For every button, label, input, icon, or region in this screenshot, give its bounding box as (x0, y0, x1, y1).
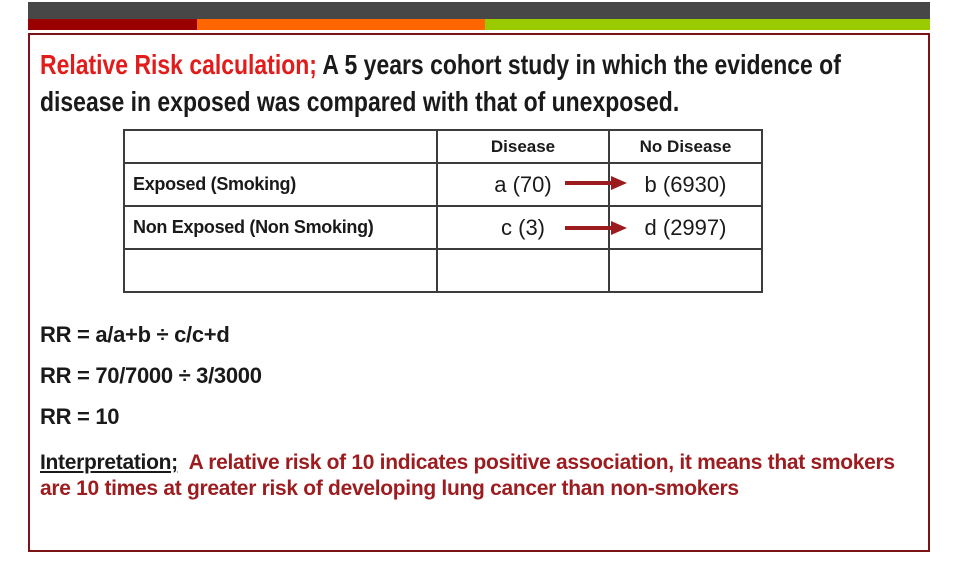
page-title: Relative Risk calculation; A 5 years coh… (40, 46, 928, 120)
row-label-empty (123, 248, 438, 293)
row-label-non-exposed: Non Exposed (Non Smoking) (123, 205, 438, 250)
cell-empty-disease (436, 248, 610, 293)
row-label-exposed: Exposed (Smoking) (123, 162, 438, 207)
cell-empty-no-disease (608, 248, 763, 293)
table-header-no-disease: No Disease (608, 129, 763, 164)
table-header-row: Disease No Disease (123, 129, 763, 164)
stripe-segment-orange (197, 19, 485, 30)
table-row-exposed: Exposed (Smoking) a (70) b (6930) (123, 162, 763, 207)
formula-line-symbolic: RR = a/a+b ÷ c/c+d (40, 322, 230, 347)
table-header-empty (123, 129, 438, 164)
formula-block: RR = a/a+b ÷ c/c+d RR = 70/7000 ÷ 3/3000… (40, 323, 262, 446)
accent-stripe (28, 19, 930, 30)
stripe-segment-dark-red (28, 19, 197, 30)
table-grid: Disease No Disease Exposed (Smoking) a (… (123, 129, 763, 293)
formula-line-numeric: RR = 70/7000 ÷ 3/3000 (40, 363, 262, 388)
stripe-segment-green (485, 19, 930, 30)
content-panel: Relative Risk calculation; A 5 years coh… (28, 33, 930, 552)
arrow-right-icon (565, 176, 627, 190)
contingency-table: Disease No Disease Exposed (Smoking) a (… (123, 129, 763, 293)
table-row-non-exposed: Non Exposed (Non Smoking) c (3) d (2997) (123, 205, 763, 250)
title-highlight: Relative Risk calculation; (40, 49, 317, 80)
title-rest: A 5 years cohort study in which the evid… (40, 49, 841, 117)
interpretation: Interpretation; A relative risk of 10 in… (40, 450, 924, 502)
formula-line-result: RR = 10 (40, 404, 120, 429)
interpretation-label: Interpretation; (40, 451, 178, 474)
table-row-empty (123, 248, 763, 293)
cell-non-exposed-no-disease: d (2997) (608, 205, 763, 250)
arrow-right-icon (565, 221, 627, 235)
table-header-disease: Disease (436, 129, 610, 164)
top-bar (28, 2, 930, 19)
cell-exposed-no-disease: b (6930) (608, 162, 763, 207)
interpretation-text: A relative risk of 10 indicates positive… (40, 451, 895, 500)
